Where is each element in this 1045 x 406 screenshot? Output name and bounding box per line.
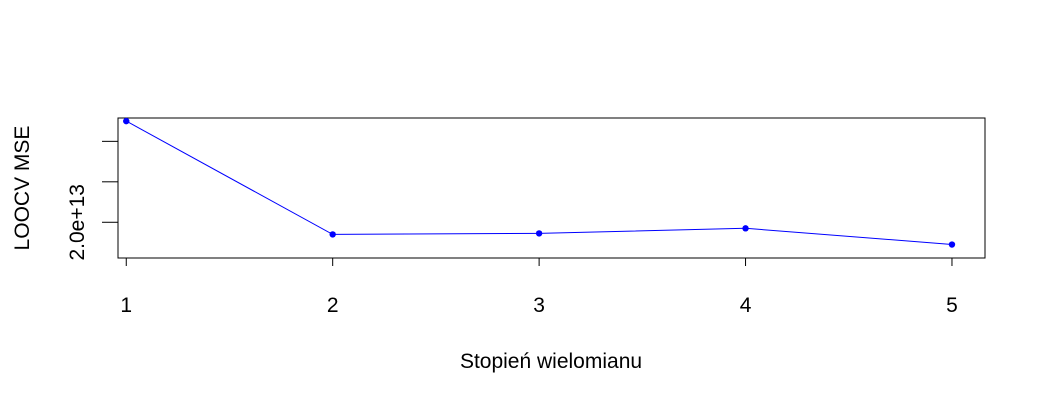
y-tick-label: 2.0e+13 — [66, 184, 89, 260]
x-tick-label: 1 — [120, 294, 132, 317]
x-axis-title: Stopień wielomianu — [460, 350, 642, 373]
series-line — [126, 120, 953, 245]
plot-box — [117, 117, 986, 259]
series-points — [123, 117, 956, 248]
x-tick-label: 3 — [533, 294, 545, 317]
y-axis-title: LOOCV MSE — [11, 126, 34, 251]
x-tick-label: 4 — [740, 294, 752, 317]
data-point — [535, 230, 543, 237]
x-axis: 1 2 3 4 5 — [120, 258, 958, 317]
data-point — [123, 117, 130, 125]
data-point — [948, 241, 956, 248]
data-point — [329, 231, 336, 238]
x-tick-label: 2 — [327, 294, 339, 317]
x-tick-label: 5 — [946, 294, 958, 317]
data-point — [742, 225, 749, 232]
y-axis: 2.0e+13 — [66, 140, 118, 261]
